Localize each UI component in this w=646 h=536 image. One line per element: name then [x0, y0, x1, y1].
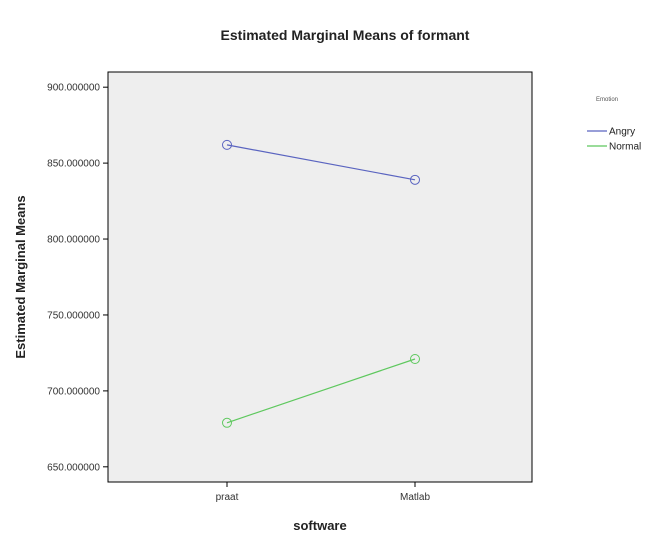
data-point: [222, 417, 232, 428]
x-tick-label: praat: [216, 492, 239, 503]
data-point: [410, 174, 420, 185]
x-axis-label: software: [293, 518, 346, 533]
x-tick-label: Matlab: [400, 492, 430, 503]
y-tick-label: 700.000000: [47, 386, 100, 397]
legend-label: Angry: [609, 127, 635, 138]
legend-label: Normal: [609, 142, 641, 153]
x-axis: praat Matlab: [216, 482, 430, 503]
series-line-normal: [226, 358, 416, 424]
y-tick-label: 800.000000: [47, 235, 100, 246]
series-layer: [222, 139, 420, 428]
chart-title: Estimated Marginal Means of formant: [221, 27, 470, 43]
legend-title: Emotion: [596, 97, 618, 103]
legend: Emotion Angry Normal: [587, 97, 641, 153]
y-tick-label: 900.000000: [47, 83, 100, 94]
y-tick-label: 850.000000: [47, 159, 100, 170]
series-line-angry: [226, 144, 416, 181]
y-tick-label: 750.000000: [47, 310, 100, 321]
plot-area: [107, 71, 533, 483]
data-point: [410, 354, 420, 364]
data-point: [222, 139, 232, 150]
y-axis-label: Estimated Marginal Means: [13, 195, 28, 358]
y-axis: 650.000000 700.000000 750.000000 800.000000…: [47, 83, 108, 473]
y-tick-label: 650.000000: [47, 462, 100, 473]
